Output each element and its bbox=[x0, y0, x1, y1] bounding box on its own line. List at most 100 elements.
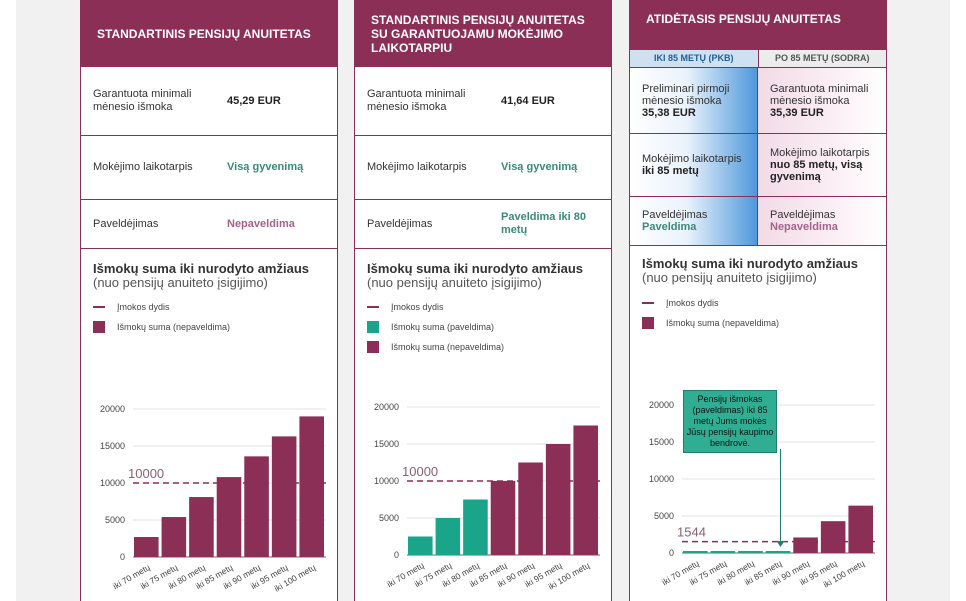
y-tick-label: 15000 bbox=[649, 437, 674, 447]
row-value: Nepaveldima bbox=[227, 217, 295, 230]
row-label: Mokėjimo laikotarpis bbox=[367, 161, 467, 173]
dashed-line-icon bbox=[642, 302, 654, 304]
swatch-icon bbox=[642, 317, 654, 329]
y-tick-label: 5000 bbox=[105, 515, 125, 525]
subheader-right: PO 85 METŲ (SODRA) bbox=[758, 50, 886, 67]
left-cell: Mokėjimo laikotarpis iki 85 metų bbox=[630, 134, 758, 196]
legend-item: Išmokų suma (nepaveldima) bbox=[93, 317, 230, 337]
chart-title: Išmokų suma iki nurodyto amžiaus bbox=[367, 261, 583, 276]
y-tick-label: 15000 bbox=[100, 441, 125, 451]
legend-label: Įmokos dydis bbox=[391, 302, 444, 312]
dashed-line-icon bbox=[93, 306, 105, 308]
bar bbox=[299, 416, 324, 557]
deferred-annuity-card: ATIDĖTASIS PENSIJŲ ANUITETAS IKI 85 METŲ… bbox=[629, 0, 887, 601]
legend-label: Išmokų suma (nepaveldima) bbox=[391, 342, 505, 352]
bar bbox=[161, 517, 187, 557]
cell-value: Nepaveldima bbox=[770, 221, 838, 233]
y-tick-label: 5000 bbox=[379, 513, 399, 523]
row-value: 45,29 EUR bbox=[227, 94, 281, 107]
y-tick-label: 20000 bbox=[100, 404, 125, 414]
legend-item: Įmokos dydis bbox=[367, 297, 504, 317]
payment-period-row: Mokėjimo laikotarpis iki 85 metų Mokėjim… bbox=[630, 134, 886, 197]
tooltip-arrow-icon bbox=[776, 541, 785, 547]
row-label: Mokėjimo laikotarpis bbox=[93, 161, 193, 173]
bar bbox=[545, 444, 571, 555]
y-tick-label: 10000 bbox=[100, 478, 125, 488]
cell-label: Garantuota minimali mėnesio išmoka bbox=[770, 82, 869, 107]
reference-line-label: 1544 bbox=[677, 525, 706, 540]
cell-value: iki 85 metų bbox=[642, 165, 699, 177]
inheritance-row: Paveldėjimas Paveldima iki 80 metų bbox=[355, 200, 611, 249]
legend-label: Išmokų suma (paveldima) bbox=[391, 322, 495, 332]
payment-period-row: Mokėjimo laikotarpis Visą gyvenimą bbox=[355, 136, 611, 200]
cell-label: Mokėjimo laikotarpis bbox=[770, 147, 870, 159]
bar bbox=[244, 456, 269, 557]
cell-value: 35,39 EUR bbox=[770, 106, 824, 119]
legend-item: Įmokos dydis bbox=[93, 297, 230, 317]
legend-label: Įmokos dydis bbox=[666, 298, 719, 308]
cell-value: nuo 85 metų, visą gyvenimą bbox=[770, 159, 863, 183]
period-subheader: IKI 85 METŲ (PKB) PO 85 METŲ (SODRA) bbox=[630, 50, 886, 68]
chart-legend: Įmokos dydis Išmokų suma (nepaveldima) bbox=[642, 293, 779, 333]
swatch-icon bbox=[367, 341, 379, 353]
chart-tooltip: Pensijų išmokas (paveldimas) iki 85 metų… bbox=[683, 390, 777, 453]
bar bbox=[573, 425, 598, 555]
bar bbox=[408, 536, 433, 555]
cell-label: Paveldėjimas bbox=[770, 209, 836, 221]
legend-label: Išmokų suma (nepaveldima) bbox=[666, 318, 780, 328]
row-label: Paveldėjimas bbox=[367, 217, 433, 230]
legend-item: Išmokų suma (paveldima) bbox=[367, 317, 504, 337]
row-value: Paveldima iki 80 metų bbox=[501, 211, 586, 236]
chart-subtitle: (nuo pensijų anuiteto įsigijimo) bbox=[367, 275, 542, 290]
row-label: Garantuota minimali mėnesio išmoka bbox=[93, 88, 192, 113]
dashed-line-icon bbox=[367, 306, 379, 308]
inheritance-row: Paveldėjimas Paveldima Paveldėjimas Nepa… bbox=[630, 197, 886, 246]
left-cell: Preliminari pirmoji mėnesio išmoka 35,38… bbox=[630, 68, 758, 133]
bar bbox=[820, 521, 846, 553]
chart-heading: Išmokų suma iki nurodyto amžiaus (nuo pe… bbox=[93, 262, 309, 290]
bar bbox=[435, 518, 461, 555]
card-title: STANDARTINIS PENSIJŲ ANUITETAS SU GARANT… bbox=[355, 0, 611, 67]
cell-label: Paveldėjimas bbox=[642, 209, 708, 221]
cell-label: Mokėjimo laikotarpis bbox=[642, 153, 742, 165]
inheritance-row: Paveldėjimas Nepaveldima bbox=[81, 200, 337, 249]
guaranteed-payment-row: Garantuota minimali mėnesio išmoka 45,29… bbox=[81, 67, 337, 136]
y-tick-label: 0 bbox=[394, 550, 399, 560]
reference-line-label: 10000 bbox=[128, 466, 164, 481]
row-label: Paveldėjimas bbox=[93, 217, 159, 230]
row-value: Visą gyvenimą bbox=[227, 161, 304, 173]
right-cell: Mokėjimo laikotarpis nuo 85 metų, visą g… bbox=[758, 134, 886, 196]
y-tick-label: 0 bbox=[120, 552, 125, 562]
y-tick-label: 20000 bbox=[374, 402, 399, 412]
guaranteed-payment-row: Garantuota minimali mėnesio išmoka 41,64… bbox=[355, 67, 611, 136]
row-value: Visą gyvenimą bbox=[501, 161, 578, 173]
y-tick-label: 5000 bbox=[654, 511, 674, 521]
chart-heading: Išmokų suma iki nurodyto amžiaus (nuo pe… bbox=[367, 262, 583, 290]
bar bbox=[271, 436, 297, 557]
legend-item: Įmokos dydis bbox=[642, 293, 779, 313]
bar bbox=[216, 477, 242, 557]
legend-label: Išmokų suma (nepaveldima) bbox=[117, 322, 231, 332]
card-title: ATIDĖTASIS PENSIJŲ ANUITETAS bbox=[630, 0, 886, 50]
y-tick-label: 20000 bbox=[649, 400, 674, 410]
legend-item: Išmokų suma (nepaveldima) bbox=[642, 313, 779, 333]
bar bbox=[134, 537, 159, 557]
first-payment-row: Preliminari pirmoji mėnesio išmoka 35,38… bbox=[630, 68, 886, 134]
chart-subtitle: (nuo pensijų anuiteto įsigijimo) bbox=[642, 270, 817, 285]
y-tick-label: 15000 bbox=[374, 439, 399, 449]
bar bbox=[848, 505, 873, 553]
legend-item: Išmokų suma (nepaveldima) bbox=[367, 337, 504, 357]
y-tick-label: 0 bbox=[669, 548, 674, 558]
chart-heading: Išmokų suma iki nurodyto amžiaus (nuo pe… bbox=[642, 257, 858, 285]
cell-value: 35,38 EUR bbox=[642, 106, 696, 119]
y-tick-label: 10000 bbox=[374, 476, 399, 486]
bar bbox=[463, 499, 488, 555]
chart-legend: Įmokos dydis Išmokų suma (nepaveldima) bbox=[93, 297, 230, 337]
bar bbox=[189, 497, 214, 557]
guaranteed-period-annuity-card: STANDARTINIS PENSIJŲ ANUITETAS SU GARANT… bbox=[354, 0, 612, 601]
row-value: 41,64 EUR bbox=[501, 94, 555, 107]
swatch-icon bbox=[93, 321, 105, 333]
chart-title: Išmokų suma iki nurodyto amžiaus bbox=[93, 261, 309, 276]
